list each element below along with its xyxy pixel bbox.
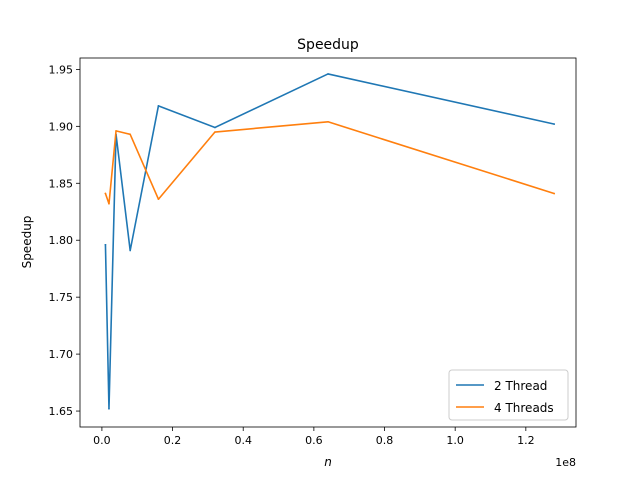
- x-tick-label: 1.0: [446, 434, 464, 447]
- x-tick-label: 0.8: [376, 434, 394, 447]
- y-tick-label: 1.95: [49, 63, 74, 76]
- data-point-4-threads: [327, 120, 329, 123]
- legend-label-4-threads: 4 Threads: [494, 401, 554, 415]
- plot-area-frame: [79, 57, 577, 428]
- y-tick-label: 1.75: [49, 291, 74, 304]
- series-line-4-threads: [104, 120, 556, 205]
- series-line-2-thread: [104, 73, 556, 410]
- legend-label-2-thread: 2 Thread: [494, 379, 547, 393]
- data-point-4-threads: [214, 131, 216, 133]
- y-tick-label: 1.80: [49, 234, 74, 247]
- data-point-4-threads: [108, 202, 110, 205]
- legend: 2 Thread 4 Threads: [448, 369, 569, 421]
- x-tick-label: 0.2: [164, 434, 182, 447]
- data-point-2-thread: [157, 105, 160, 107]
- y-axis-label: Speedup: [20, 216, 34, 269]
- data-point-4-threads: [157, 198, 160, 201]
- y-tick-label: 1.85: [49, 177, 74, 190]
- y-tick-label: 1.65: [49, 405, 74, 418]
- y-tick-label: 1.90: [49, 120, 74, 133]
- x-tick-label: 0.4: [234, 434, 252, 447]
- chart-title: Speedup: [297, 37, 359, 53]
- x-tick-label: 0.6: [305, 434, 323, 447]
- y-tick-label: 1.70: [49, 348, 74, 361]
- series-layer: [104, 73, 556, 410]
- data-point-2-thread: [108, 407, 110, 410]
- data-point-4-threads: [115, 130, 117, 132]
- data-point-4-threads: [129, 133, 131, 136]
- data-point-2-thread: [214, 126, 216, 129]
- data-point-2-thread: [104, 243, 107, 246]
- data-point-2-thread: [553, 123, 555, 125]
- data-point-2-thread: [129, 249, 131, 252]
- x-axis-label: n: [324, 455, 332, 469]
- x-tick-label: 0.0: [93, 434, 111, 447]
- x-axis-offset-label: 1e8: [555, 456, 576, 469]
- axis-layer: 0.0 0.2 0.4 0.6 0.8 1.0 1.2 1.65 1.70 1.75 1.80 1.8…: [49, 63, 535, 447]
- data-point-4-threads: [553, 192, 555, 195]
- x-tick-label: 1.2: [517, 434, 535, 447]
- data-point-4-threads: [104, 192, 107, 195]
- data-point-2-thread: [327, 73, 329, 75]
